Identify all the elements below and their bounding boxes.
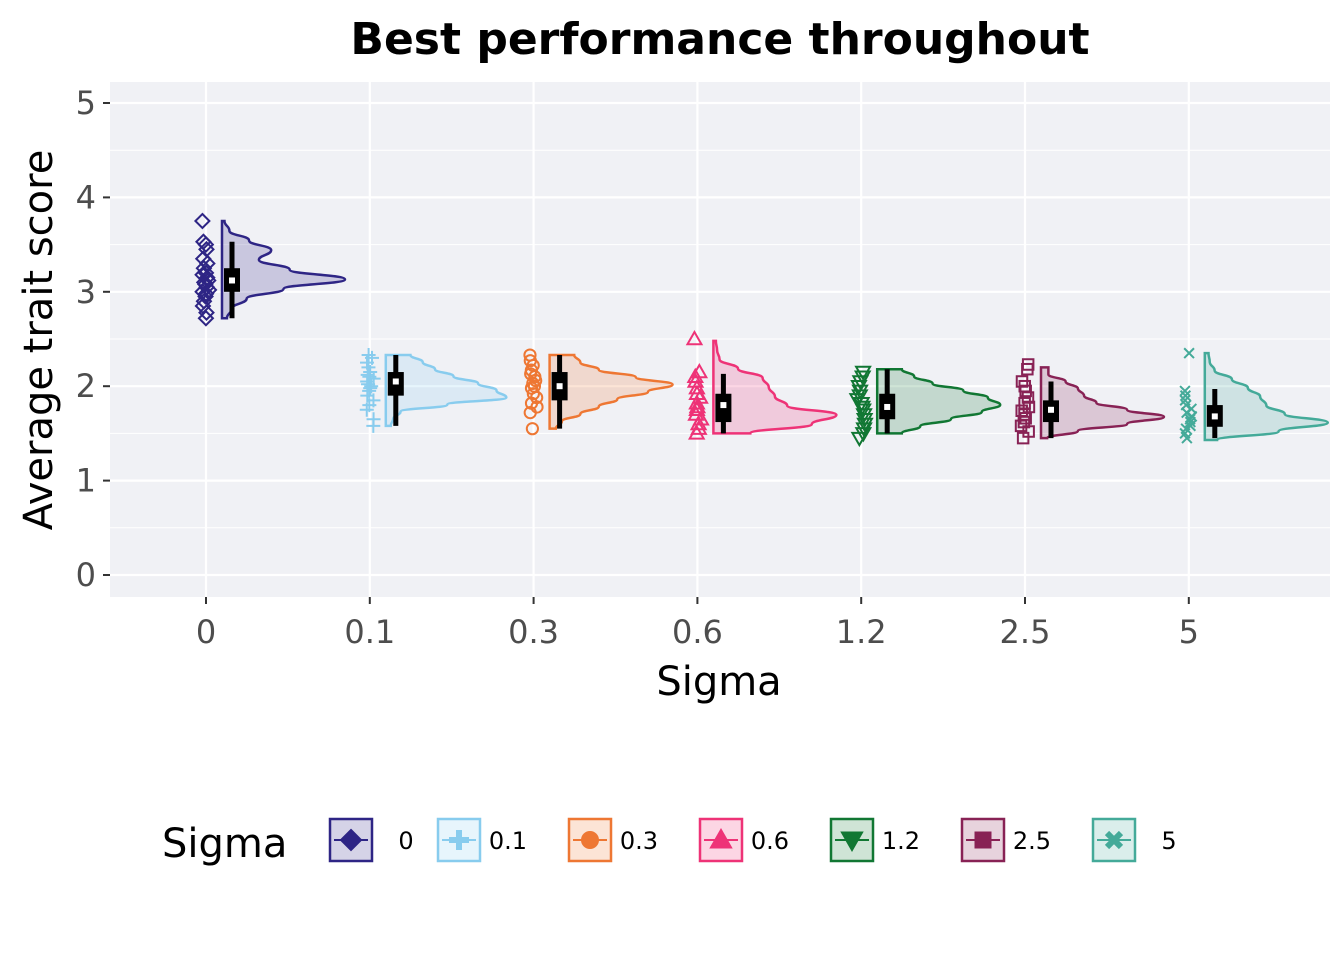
legend-title: Sigma [162,821,287,867]
raincloud-group-1.2 [848,365,1002,448]
data-point [686,367,705,384]
median-marker [392,378,399,385]
raincloud-group-0.6 [685,329,838,440]
density-cloud [548,353,674,430]
data-point [854,365,872,382]
y-tick-label: 1 [76,462,96,500]
data-point [523,354,537,368]
data-point [1179,394,1191,406]
raincloud-group-0 [193,212,347,327]
data-point [853,400,872,416]
data-point [1021,358,1035,371]
raincloud-group-0.3 [523,348,674,436]
circle-icon [581,831,599,849]
y-tick-label: 0 [76,556,96,594]
x-axis-label: Sigma [656,659,781,705]
data-point [525,422,540,436]
density-cloud [712,339,838,435]
x-tick-label: 0.1 [344,613,395,651]
y-tick-label: 2 [76,367,96,405]
data-point [686,372,705,388]
data-point [195,259,213,277]
y-tick-label: 3 [76,273,96,311]
data-point [1183,347,1195,359]
x-tick-label: 0.6 [672,613,723,651]
median-marker [556,383,563,390]
data-point [194,250,212,268]
x-tick-label: 1.2 [836,613,887,651]
legend-label: 1.2 [882,827,920,855]
median-marker [720,402,727,409]
data-point [1015,404,1028,417]
legend-label: 5 [1161,827,1176,855]
density-cloud [1203,351,1330,442]
x-tick-label: 0.3 [508,613,559,651]
legend-label: 0.3 [620,827,658,855]
legend-item-0.6: 0.6 [698,817,789,863]
median-marker [229,277,235,284]
legend-item-0: 0 [328,817,414,863]
data-point [523,348,537,362]
data-point [366,412,381,427]
triangle-down-icon [840,831,864,853]
data-point [687,405,705,421]
data-point [692,410,710,426]
x-tick-label: 0 [196,613,216,651]
density-cloud [875,367,1002,435]
data-point [526,376,540,390]
raincloud-group-5 [1179,347,1330,444]
data-point [1015,375,1029,388]
raincloud-group-0.1 [359,348,508,433]
median-marker [884,403,891,410]
legend-item-0.1: 0.1 [436,817,527,863]
y-tick-label: 5 [76,84,96,122]
legend-item-1.2: 1.2 [829,817,920,863]
median-marker [1048,406,1054,413]
density-cloud [384,353,508,428]
legend-item-0.3: 0.3 [567,817,658,863]
legend-label: 0.1 [489,827,527,855]
data-point [688,397,707,414]
triangle-up-icon [709,827,733,849]
data-point [853,370,872,386]
y-axis-label: Average trait score [16,150,62,531]
data-point [685,329,704,346]
data-point [193,212,211,230]
data-point [1185,403,1198,415]
square-icon [974,831,992,849]
x-tick-label: 5 [1179,613,1199,651]
data-point [851,384,869,400]
plus-icon [449,830,469,850]
diamond-icon [339,828,363,852]
legend-label: 0.6 [751,827,789,855]
data-point [197,264,215,282]
data-point [690,363,709,379]
data-point [364,350,379,365]
data-point [194,233,212,251]
median-marker [1211,413,1218,420]
data-point [198,255,216,272]
legend-item-2.5: 2.5 [960,817,1051,863]
chart-title: Best performance throughout [350,14,1089,65]
cross-icon [1104,830,1124,850]
data-point [690,419,708,435]
legend-item-5: 5 [1091,817,1177,863]
density-cloud [1039,366,1166,440]
raincloud-group-2.5 [1014,358,1166,445]
y-tick-label: 4 [76,178,96,216]
data-point [198,304,215,321]
legend-label: 2.5 [1013,827,1051,855]
data-point [1179,385,1191,397]
x-tick-label: 2.5 [1000,613,1051,651]
data-point [361,348,376,363]
legend-label: 0 [398,827,413,855]
density-cloud [220,219,347,320]
data-point [850,379,868,396]
